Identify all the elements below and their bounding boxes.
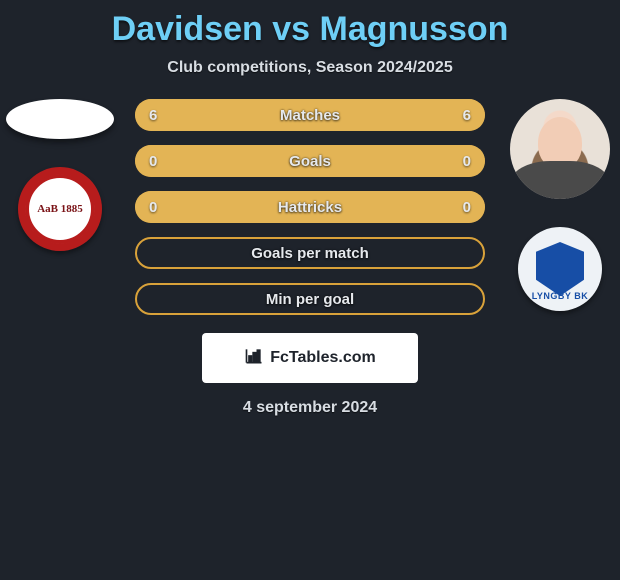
comparison-content: AaB 1885 LYNGBY BK 6 Matches 6 0 Goals 0… xyxy=(0,99,620,417)
stat-label: Goals per match xyxy=(251,245,369,262)
subtitle: Club competitions, Season 2024/2025 xyxy=(0,59,620,77)
left-player-column: AaB 1885 xyxy=(10,99,110,251)
right-club-shield xyxy=(536,242,584,296)
stat-left-value: 0 xyxy=(149,153,157,170)
stat-right-value: 0 xyxy=(463,199,471,216)
right-player-column: LYNGBY BK xyxy=(510,99,610,311)
date-label: 4 september 2024 xyxy=(0,399,620,417)
stat-bars: 6 Matches 6 0 Goals 0 0 Hattricks 0 Goal… xyxy=(135,99,485,315)
stat-label: Min per goal xyxy=(266,291,354,308)
stat-bar-hattricks: 0 Hattricks 0 xyxy=(135,191,485,223)
stat-bar-min-per-goal: Min per goal xyxy=(135,283,485,315)
stat-left-value: 6 xyxy=(149,107,157,124)
stat-left-value: 0 xyxy=(149,199,157,216)
left-club-badge: AaB 1885 xyxy=(18,167,102,251)
stat-bar-goals: 0 Goals 0 xyxy=(135,145,485,177)
brand-box: FcTables.com xyxy=(202,333,418,383)
left-club-text: AaB 1885 xyxy=(37,203,83,215)
right-club-badge: LYNGBY BK xyxy=(518,227,602,311)
right-club-text: LYNGBY BK xyxy=(532,291,589,301)
right-player-avatar xyxy=(510,99,610,199)
stat-bar-goals-per-match: Goals per match xyxy=(135,237,485,269)
page-title: Davidsen vs Magnusson xyxy=(0,0,620,49)
stat-right-value: 0 xyxy=(463,153,471,170)
stat-label: Goals xyxy=(289,153,331,170)
stat-label: Matches xyxy=(280,107,340,124)
brand-label: FcTables.com xyxy=(270,349,376,367)
left-player-avatar xyxy=(6,99,114,139)
chart-icon xyxy=(244,346,264,371)
stat-bar-matches: 6 Matches 6 xyxy=(135,99,485,131)
stat-right-value: 6 xyxy=(463,107,471,124)
stat-label: Hattricks xyxy=(278,199,342,216)
